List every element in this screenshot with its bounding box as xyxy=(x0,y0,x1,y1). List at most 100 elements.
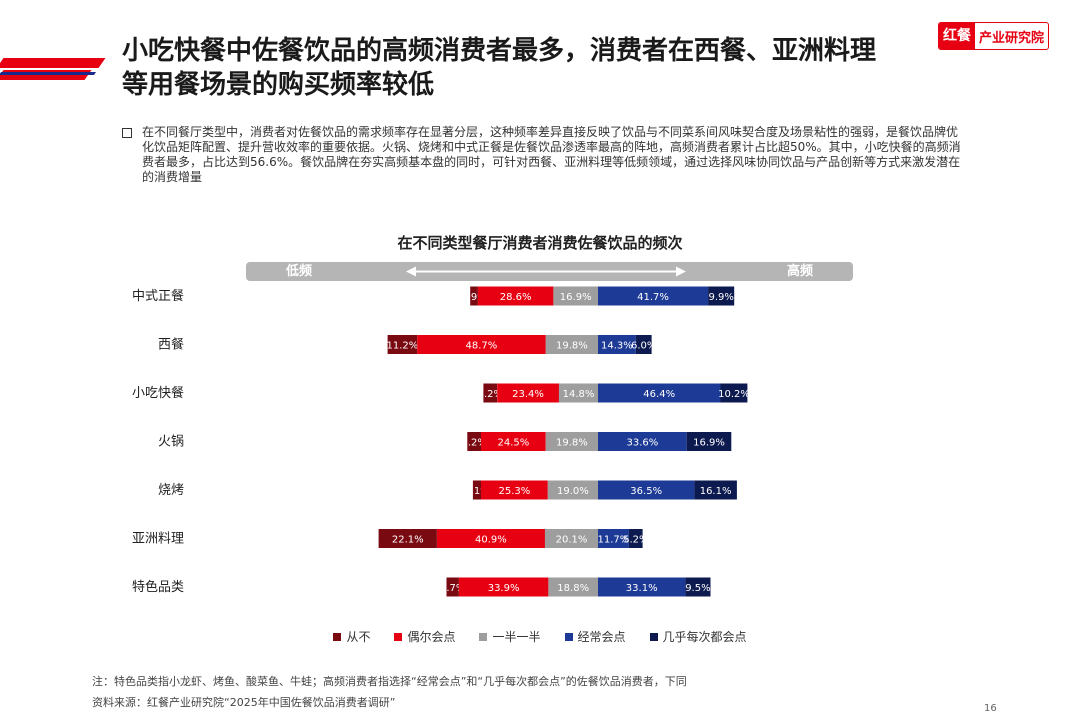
bar-segment xyxy=(547,480,598,500)
bar-segment xyxy=(378,529,437,548)
legend-label: 经常会点 xyxy=(577,630,626,644)
page-number: 16 xyxy=(984,703,997,714)
data-label: 24.5% xyxy=(498,438,530,449)
title-line-1: 小吃快餐中佐餐饮品的高频消费者最多，消费者在西餐、亚洲料理 xyxy=(122,36,877,66)
scale-low-label: 低频 xyxy=(286,264,313,279)
legend-swatch xyxy=(479,632,488,641)
data-label: 5.2% xyxy=(461,438,486,449)
bar-segment xyxy=(470,286,478,306)
data-label: 11.2% xyxy=(387,341,419,352)
bar-segment xyxy=(446,577,459,597)
data-label: 14.8% xyxy=(563,389,595,400)
category-label: 特色品类 xyxy=(132,579,184,595)
category-label: 中式正餐 xyxy=(132,288,184,304)
bar-segment xyxy=(544,529,598,548)
bar-segment xyxy=(481,480,548,500)
data-label: 25.3% xyxy=(499,486,531,497)
square-bullet-icon xyxy=(122,128,132,138)
category-label: 烧烤 xyxy=(158,483,184,498)
bar-segment xyxy=(483,383,498,403)
data-label: 23.4% xyxy=(512,389,544,400)
category-label: 亚洲料理 xyxy=(132,532,184,547)
data-label: 19.8% xyxy=(556,438,588,449)
legend-item: 从不 xyxy=(333,628,370,645)
chart-legend: 从不 偶尔会点 一半一半 经常会点 几乎每次都会点 xyxy=(0,628,1080,645)
data-label: 11.7% xyxy=(598,535,630,546)
bar-segment xyxy=(720,383,748,403)
legend-label: 一半一半 xyxy=(492,630,541,644)
double-arrow-icon xyxy=(406,266,686,277)
bar-segment xyxy=(387,335,418,354)
category-label: 小吃快餐 xyxy=(132,385,184,401)
bar-segment xyxy=(598,432,687,451)
brand-logo: 红餐 产业研究院 xyxy=(938,22,1050,50)
bar-segment xyxy=(694,480,737,500)
data-label: 19.8% xyxy=(556,341,588,352)
data-label: 9.5% xyxy=(685,583,710,594)
data-label: 19.0% xyxy=(557,486,589,497)
bar-segment xyxy=(437,529,545,548)
bar-segment xyxy=(635,335,652,354)
data-label: 20.1% xyxy=(556,535,588,546)
legend-label: 几乎每次都会点 xyxy=(662,630,747,644)
title-line-2: 等用餐场景的购买频率较低 xyxy=(122,70,435,100)
page-title: 小吃快餐中佐餐饮品的高频消费者最多，消费者在西餐、亚洲料理 等用餐场景的购买频率… xyxy=(122,34,922,102)
data-label: 36.5% xyxy=(630,486,662,497)
data-label: 22.1% xyxy=(392,535,424,546)
bar-segment xyxy=(628,529,643,548)
data-label: 41.7% xyxy=(637,292,669,303)
data-label: 6.0% xyxy=(631,341,656,352)
logo-text: 产业研究院 xyxy=(979,30,1045,46)
bar-segment xyxy=(458,577,549,597)
logo-mark: 红餐 xyxy=(939,23,975,49)
bar-segment xyxy=(481,432,546,451)
bar-segment xyxy=(598,577,686,597)
footnote: 注：特色品类指小龙虾、烤鱼、酸菜鱼、牛蛙；高频消费者指选择“经常会点”和“几乎每… xyxy=(92,675,687,688)
bar-segment xyxy=(686,432,732,451)
bar-segment xyxy=(598,383,721,403)
bar-segment xyxy=(477,286,554,306)
bar-segment xyxy=(417,335,546,354)
legend-swatch xyxy=(649,632,658,641)
category-label: 火锅 xyxy=(158,434,184,450)
data-label: 33.1% xyxy=(626,583,658,594)
data-label: 28.6% xyxy=(500,292,532,303)
legend-item: 经常会点 xyxy=(564,628,626,645)
intro-text: 在不同餐厅类型中，消费者对佐餐饮品的需求频率存在显著分层，这种频率差异直接反映了… xyxy=(142,125,961,184)
legend-swatch xyxy=(564,632,573,641)
data-label: 48.7% xyxy=(466,341,498,352)
bar-segment xyxy=(472,480,482,500)
legend-swatch xyxy=(333,632,342,641)
data-label: 5.2% xyxy=(478,389,503,400)
data-label: 16.9% xyxy=(693,438,725,449)
bar-segment xyxy=(548,577,598,597)
data-label: 5.2% xyxy=(623,535,648,546)
scale-high-label: 高频 xyxy=(786,264,813,279)
bar-segment xyxy=(545,432,598,451)
bar-segment xyxy=(497,383,559,403)
data-label: 10.2% xyxy=(718,389,750,400)
frequency-scale-bar: 低频 高频 xyxy=(246,262,853,281)
bar-segment xyxy=(685,577,711,597)
data-label: 16.9% xyxy=(560,292,592,303)
data-label: 9.9% xyxy=(708,292,733,303)
data-label: 2.9% xyxy=(461,292,486,303)
data-label: 33.9% xyxy=(488,583,520,594)
legend-swatch xyxy=(394,632,403,641)
bar-segment xyxy=(553,286,598,306)
legend-item: 几乎每次都会点 xyxy=(649,628,747,645)
bar-segment xyxy=(545,335,598,354)
legend-item: 一半一半 xyxy=(479,628,541,645)
data-label: 16.1% xyxy=(700,486,732,497)
data-label: 14.3% xyxy=(601,341,633,352)
bar-segment xyxy=(708,286,735,306)
bar-segment xyxy=(598,529,629,548)
legend-label: 从不 xyxy=(346,630,371,644)
data-label: 3.1% xyxy=(464,486,489,497)
data-label: 18.8% xyxy=(557,583,589,594)
bar-segment xyxy=(598,286,709,306)
legend-label: 偶尔会点 xyxy=(407,630,456,644)
chart-title: 在不同类型餐厅消费者消费佐餐饮品的频次 xyxy=(397,234,683,252)
bar-segment xyxy=(558,383,598,403)
